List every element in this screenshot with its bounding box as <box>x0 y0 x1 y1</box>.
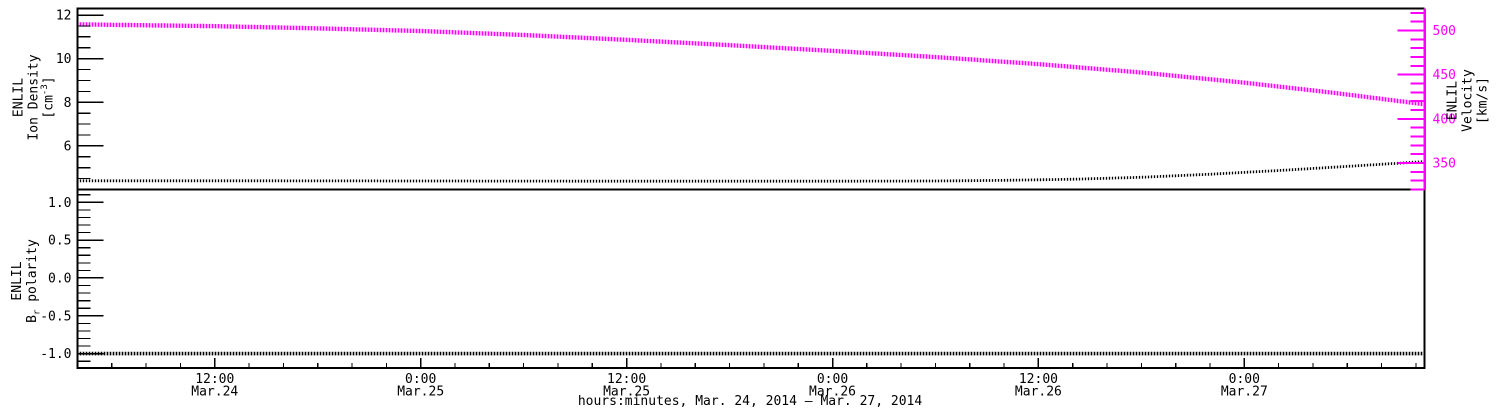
velocity-tick-label: 500 <box>1433 24 1456 39</box>
x-tick-date-label: Mar.26 <box>809 385 856 400</box>
polarity-axis-title-line1: ENLIL <box>10 261 25 301</box>
x-tick-date-label: Mar.25 <box>397 385 444 400</box>
x-tick-time-label: 0:00 <box>405 372 436 387</box>
velocity-axis-unit: [km/s] <box>1475 77 1491 124</box>
density-axis-unit: [cm-3] <box>40 76 57 119</box>
density-tick-label: 10 <box>56 52 72 67</box>
x-tick-time-label: 0:00 <box>817 372 848 387</box>
density-axis-title: ENLIL Ion Density [cm-3] <box>12 48 57 148</box>
velocity-axis-title-line1: ENLIL <box>1445 80 1461 121</box>
velocity-axis-title-line2: Velocity <box>1460 69 1476 132</box>
polarity-tick-label: -1.0 <box>40 347 71 362</box>
density-tick-label: 8 <box>64 96 72 111</box>
x-tick-date-label: Mar.24 <box>191 385 238 400</box>
polarity-tick-label: 1.0 <box>48 196 71 211</box>
x-tick-date-label: Mar.27 <box>1221 385 1268 400</box>
x-tick-time-label: 12:00 <box>195 372 234 387</box>
density-axis-title-line2: Ion Density <box>26 54 42 141</box>
x-tick-date-label: Mar.26 <box>1015 385 1062 400</box>
velocity-tick-label: 400 <box>1433 112 1456 127</box>
polarity-axis-title: ENLIL Br polarity <box>10 231 43 331</box>
density-tick-label: 6 <box>64 139 72 154</box>
polarity-tick-label: 0.0 <box>48 271 71 286</box>
velocity-tick-label: 450 <box>1433 68 1456 83</box>
x-axis-title: hours:minutes, Mar. 24, 2014 – Mar. 27, … <box>577 394 923 409</box>
polarity-axis-title-line2: Br polarity <box>25 239 43 323</box>
polarity-tick-label: -0.5 <box>40 309 71 324</box>
x-tick-time-label: 12:00 <box>607 372 646 387</box>
polarity-tick-label: 0.5 <box>48 234 71 249</box>
density-tick-label: 12 <box>56 9 72 24</box>
br-polarity-series <box>76 351 1426 356</box>
ion-density-series <box>76 160 1426 183</box>
x-tick-date-label: Mar.25 <box>603 385 650 400</box>
density-axis-title-line1: ENLIL <box>11 77 27 118</box>
x-tick-time-label: 0:00 <box>1229 372 1260 387</box>
velocity-tick-label: 350 <box>1433 157 1456 172</box>
velocity-series <box>76 22 1426 107</box>
velocity-axis-title: ENLIL Velocity [km/s] <box>1446 51 1491 151</box>
x-tick-time-label: 12:00 <box>1019 372 1058 387</box>
